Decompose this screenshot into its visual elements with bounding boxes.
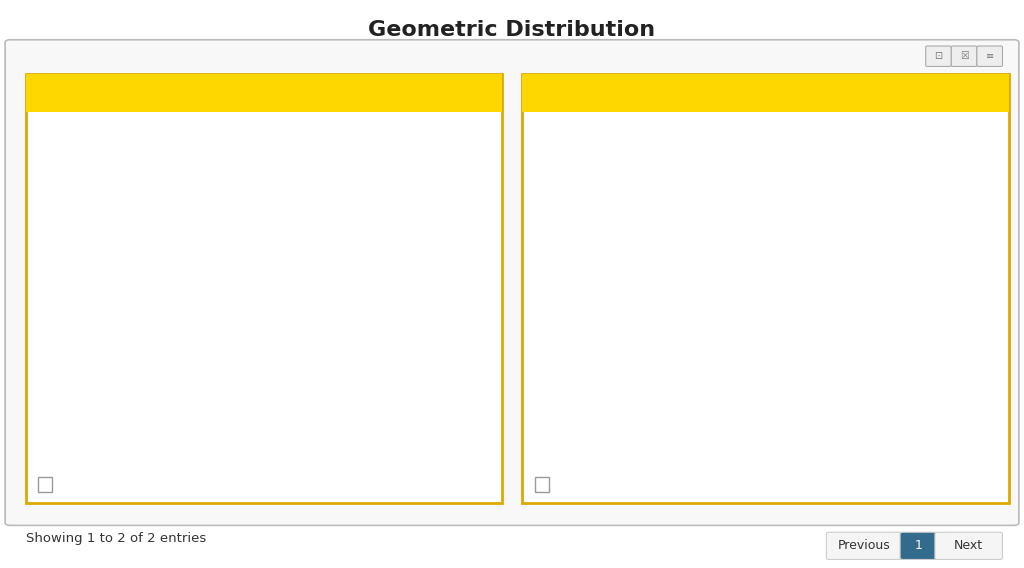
X-axis label: Number of trials: Number of trials xyxy=(739,460,852,474)
Y-axis label: Probability: Probability xyxy=(50,252,65,326)
Text: Previous: Previous xyxy=(838,540,891,552)
Y-axis label: Probability: Probability xyxy=(547,252,561,326)
Text: ☒: ☒ xyxy=(959,51,969,61)
Title: Cristiano Ronaldo: Cristiano Ronaldo xyxy=(226,123,361,139)
Text: Showing 1 to 2 of 2 entries: Showing 1 to 2 of 2 entries xyxy=(26,532,206,545)
Text: Geometric Distribution: Geometric Distribution xyxy=(369,20,655,40)
Text: ≡: ≡ xyxy=(986,51,993,61)
Text: Next: Next xyxy=(954,540,983,552)
Text: ⊡: ⊡ xyxy=(935,51,942,61)
X-axis label: Number of trials: Number of trials xyxy=(238,460,350,474)
Text: 1: 1 xyxy=(914,540,923,552)
Title: Andrea Belotti: Andrea Belotti xyxy=(741,123,850,139)
